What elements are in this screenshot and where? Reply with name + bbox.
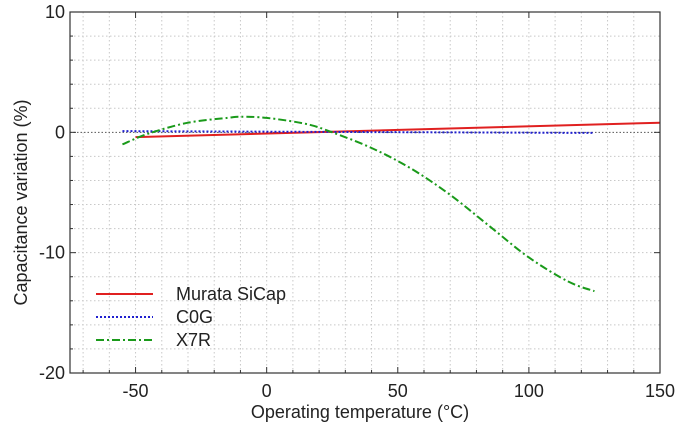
y-axis-title: Capacitance variation (%) xyxy=(11,99,31,305)
x-tick-label: 100 xyxy=(514,381,544,401)
series-line-murata-sicap xyxy=(135,121,661,139)
plot-frame xyxy=(69,11,661,374)
grid xyxy=(70,12,660,373)
x-axis-title: Operating temperature (°C) xyxy=(251,402,469,422)
series-line-c0g xyxy=(122,130,595,134)
legend-label: C0G xyxy=(176,307,213,327)
plot-area xyxy=(70,12,660,373)
y-tick-label: 0 xyxy=(55,122,65,142)
legend: Murata SiCap C0G X7R xyxy=(96,284,286,350)
legend-label: X7R xyxy=(176,330,211,350)
x-tick-label: -50 xyxy=(123,381,149,401)
legend-label: Murata SiCap xyxy=(176,284,286,304)
y-tick-label: -10 xyxy=(39,243,65,263)
series-lines xyxy=(122,115,661,293)
axis-ticks: -50 0 50 100 150 -20 -10 0 10 xyxy=(39,2,675,401)
x-tick-label: 50 xyxy=(388,381,408,401)
y-tick-label: -20 xyxy=(39,363,65,383)
series-line-x7r xyxy=(122,115,595,293)
x-tick-label: 150 xyxy=(645,381,675,401)
x-tick-label: 0 xyxy=(262,381,272,401)
y-tick-label: 10 xyxy=(45,2,65,22)
